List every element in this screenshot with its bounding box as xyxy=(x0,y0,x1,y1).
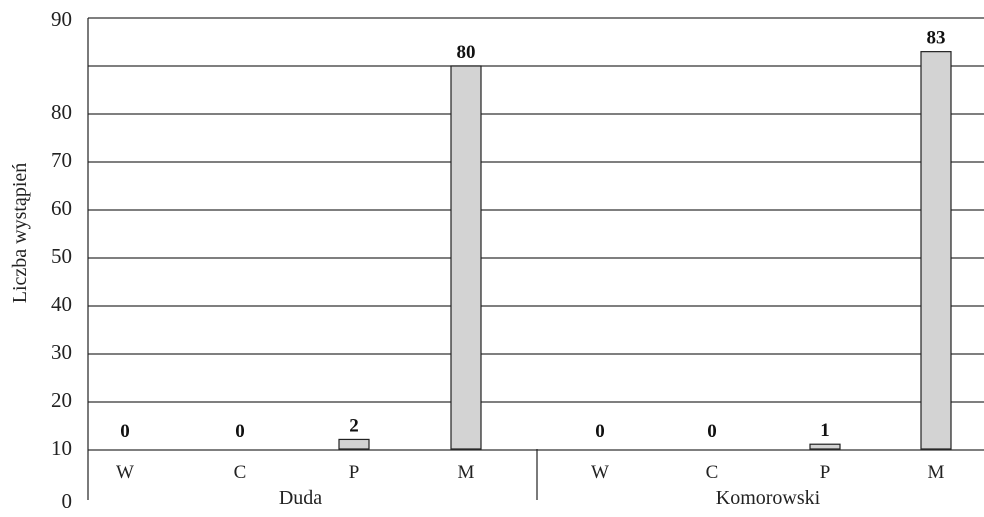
category-label: C xyxy=(234,462,247,483)
category-label: P xyxy=(349,462,360,483)
y-tick-label: 30 xyxy=(51,340,72,364)
bar xyxy=(809,443,841,450)
group-label: Duda xyxy=(279,487,322,509)
y-tick-label: 0 xyxy=(62,489,73,513)
gridlines xyxy=(88,17,984,451)
value-labels: 0 0 2 80 0 0 1 83 xyxy=(120,28,945,442)
bars xyxy=(338,51,952,450)
x-axis-categories: W C P M Duda W C P M Komorowski xyxy=(116,462,945,509)
y-tick-label: 70 xyxy=(51,148,72,172)
y-axis-ticks: 0 10 20 30 40 50 60 70 80 90 xyxy=(51,7,72,513)
group-label: Komorowski xyxy=(716,487,821,509)
category-label: M xyxy=(928,462,945,483)
bar xyxy=(338,438,370,450)
y-tick-label: 90 xyxy=(51,7,72,31)
value-label: 2 xyxy=(349,415,359,436)
value-label: 1 xyxy=(820,420,830,441)
axes xyxy=(87,18,538,500)
value-label: 83 xyxy=(927,28,946,49)
value-label: 0 xyxy=(120,421,130,442)
y-tick-label: 40 xyxy=(51,292,72,316)
y-tick-label: 10 xyxy=(51,436,72,460)
category-label: P xyxy=(820,462,831,483)
y-axis-label: Liczba wystąpień xyxy=(9,163,31,304)
value-label: 0 xyxy=(595,421,605,442)
value-label: 0 xyxy=(707,421,717,442)
bar xyxy=(450,65,482,450)
y-tick-label: 50 xyxy=(51,244,72,268)
y-tick-label: 80 xyxy=(51,100,72,124)
category-label: C xyxy=(706,462,719,483)
category-label: W xyxy=(116,462,134,483)
bar xyxy=(920,51,952,450)
value-label: 0 xyxy=(235,421,245,442)
category-label: W xyxy=(591,462,609,483)
y-tick-label: 60 xyxy=(51,196,72,220)
value-label: 80 xyxy=(457,42,476,63)
y-tick-label: 20 xyxy=(51,388,72,412)
category-label: M xyxy=(458,462,475,483)
